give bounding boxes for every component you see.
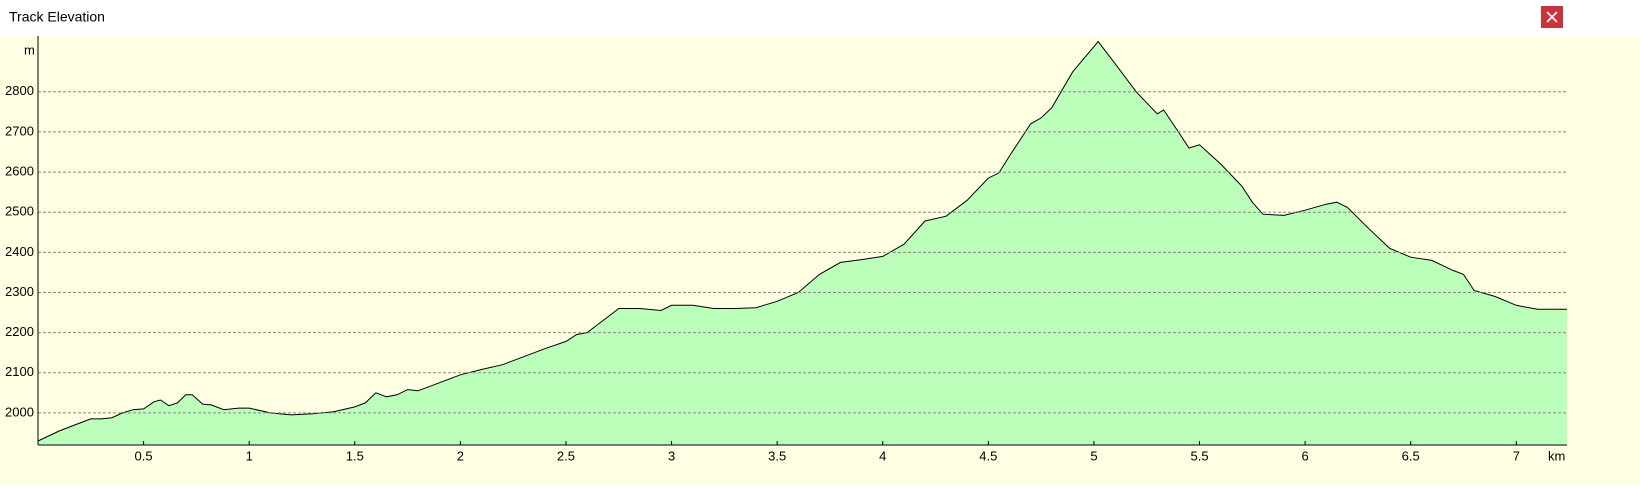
x-tick-label: 6 (1302, 448, 1309, 463)
y-tick-label: 2500 (5, 204, 34, 219)
close-icon[interactable] (1546, 11, 1558, 23)
x-tick-label: 1 (246, 448, 253, 463)
x-axis-label: km (1548, 448, 1565, 463)
window-title: Track Elevation (9, 9, 105, 25)
y-axis-label: m (24, 42, 35, 57)
x-tick-label: 2.5 (557, 448, 575, 463)
close-button[interactable] (1541, 6, 1563, 28)
x-tick-label: 0.5 (135, 448, 153, 463)
y-tick-label: 2200 (5, 324, 34, 339)
y-tick-label: 2600 (5, 164, 34, 179)
x-tick-label: 7 (1513, 448, 1520, 463)
elevation-line (37, 40, 1567, 442)
y-tick-label: 2800 (5, 83, 34, 98)
x-tick-label: 4.5 (979, 448, 997, 463)
x-tick-label: 2 (457, 448, 464, 463)
x-tick-label: 1.5 (346, 448, 364, 463)
y-tick-label: 2400 (5, 244, 34, 259)
x-tick-label: 4 (879, 448, 886, 463)
y-tick-label: 2300 (5, 284, 34, 299)
y-tick-label: 2000 (5, 404, 34, 419)
x-tick-label: 5.5 (1190, 448, 1208, 463)
x-tick-label: 3.5 (768, 448, 786, 463)
x-tick-label: 3 (668, 448, 675, 463)
y-tick-label: 2100 (5, 364, 34, 379)
x-tick-label: 5 (1090, 448, 1097, 463)
title-bar (0, 0, 1640, 36)
plot: 2000 2100 2200 2300 2400 2500 2600 2700 2800 0.5 1… (5, 36, 1567, 463)
x-tick-label: 6.5 (1402, 448, 1420, 463)
y-tick-label: 2700 (5, 123, 34, 138)
